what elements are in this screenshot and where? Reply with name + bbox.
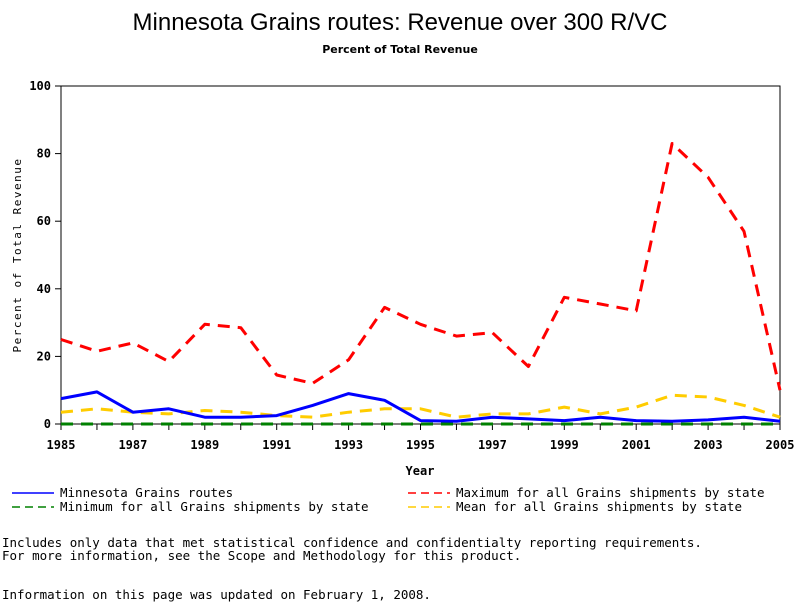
- data-note-line-2: For more information, see the Scope and …: [2, 548, 522, 563]
- x-tick-label: 2005: [766, 438, 795, 452]
- data-note-line-1: Includes only data that met statistical …: [2, 535, 702, 550]
- legend-label: Mean for all Grains shipments by state: [456, 499, 742, 514]
- y-tick-label: 60: [37, 214, 51, 228]
- legend-label: Maximum for all Grains shipments by stat…: [456, 485, 765, 500]
- legend-label: Minnesota Grains routes: [60, 485, 233, 500]
- y-tick-label: 40: [37, 282, 51, 296]
- y-tick-label: 0: [44, 417, 51, 431]
- x-tick-label: 2001: [622, 438, 651, 452]
- x-tick-label: 1995: [406, 438, 435, 452]
- x-tick-label: 1999: [550, 438, 579, 452]
- x-tick-label: 1985: [47, 438, 76, 452]
- y-tick-label: 100: [29, 79, 51, 93]
- x-tick-label: 1989: [190, 438, 219, 452]
- updated-note: Information on this page was updated on …: [2, 587, 431, 602]
- series-line-0: [60, 390, 781, 423]
- x-axis-label: Year: [406, 464, 435, 478]
- series-line-3: [60, 393, 781, 419]
- x-tick-label: 2003: [694, 438, 723, 452]
- legend-label: Minimum for all Grains shipments by stat…: [60, 499, 369, 514]
- x-tick-label: 1987: [118, 438, 147, 452]
- chart-title: Minnesota Grains routes: Revenue over 30…: [133, 9, 668, 36]
- y-tick-label: 20: [37, 349, 51, 363]
- x-tick-label: 1993: [334, 438, 363, 452]
- x-tick-label: 1991: [262, 438, 291, 452]
- series-line-1: [60, 142, 782, 391]
- y-axis-label: Percent of Total Revenue: [11, 158, 24, 353]
- chart-subtitle: Percent of Total Revenue: [322, 43, 478, 56]
- x-tick-label: 1997: [478, 438, 507, 452]
- plot-frame: [60, 85, 781, 425]
- y-tick-label: 80: [37, 147, 51, 161]
